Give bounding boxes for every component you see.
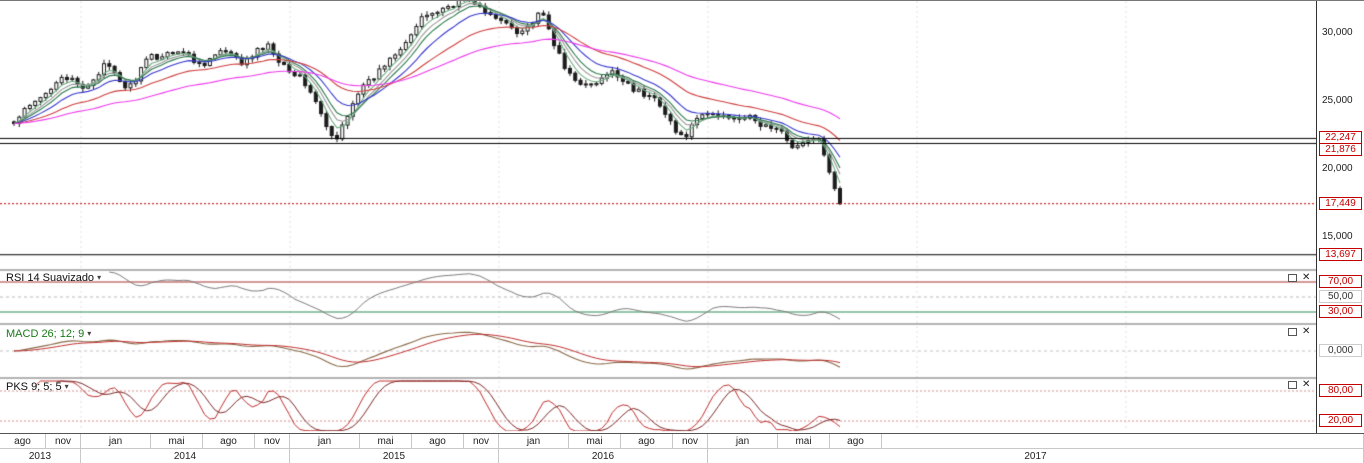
indicator-header-stoch-label: PKS 9; 5; 5 [6,381,62,393]
month-cell: ago [621,434,673,449]
price-line-label[interactable]: 17,449 [1319,196,1362,210]
month-cell: nov [46,434,81,449]
month-cell: jan [81,434,151,449]
close-panel-icon[interactable]: ✕ [1302,272,1311,283]
chart-canvas[interactable] [0,1,1316,433]
indicator-level-label[interactable]: 70,00 [1319,275,1362,288]
month-cell: ago [0,434,46,449]
price-axis[interactable]: 30,000 25,000 20,000 15,000 22,247 21,876 17,4… [1316,1,1364,433]
month-cell: nov [673,434,708,449]
dropdown-arrow-icon: ▾ [64,382,69,391]
month-cell: mai [569,434,621,449]
restore-panel-icon[interactable] [1288,327,1297,336]
panel-controls-stoch: ✕ [1288,379,1311,390]
year-row: 2013 2014 2015 2016 2017 [0,449,1364,463]
price-axis-label: 30,000 [1322,27,1353,38]
indicator-header-stoch[interactable]: PKS 9; 5; 5 ▾ [6,381,69,393]
month-cell: mai [151,434,203,449]
month-cell: ago [412,434,464,449]
price-axis-label: 15,000 [1322,231,1353,242]
year-cell: 2014 [81,449,290,463]
close-panel-icon[interactable]: ✕ [1302,379,1311,390]
indicator-level-label[interactable]: 30,00 [1319,305,1362,318]
indicator-header-rsi-label: RSI 14 Suavizado [6,272,95,284]
year-cell: 2013 [0,449,81,463]
month-cell: jan [290,434,360,449]
dropdown-arrow-icon: ▾ [87,329,92,338]
month-cell: mai [778,434,830,449]
price-line-label[interactable]: 13,697 [1319,247,1362,261]
restore-panel-icon[interactable] [1288,380,1297,389]
dropdown-arrow-icon: ▾ [97,273,102,282]
price-axis-label: 25,000 [1322,95,1353,106]
month-cell: ago [830,434,882,449]
month-cell: jan [499,434,569,449]
indicator-header-rsi[interactable]: RSI 14 Suavizado ▾ [6,272,101,284]
indicator-level-label: 50,00 [1319,290,1362,303]
month-cell: nov [255,434,290,449]
price-line-label[interactable]: 22,247 [1319,131,1362,145]
time-axis[interactable]: ago nov jan mai ago nov jan mai ago nov jan mai ago n… [0,433,1364,463]
restore-panel-icon[interactable] [1288,273,1297,282]
indicator-header-macd-label: MACD 26; 12; 9 [6,328,85,340]
month-cell: nov [464,434,499,449]
price-axis-label: 20,000 [1322,163,1353,174]
close-panel-icon[interactable]: ✕ [1302,326,1311,337]
month-cell: jan [708,434,778,449]
indicator-level-label[interactable]: 20,00 [1319,414,1362,427]
indicator-level-label: 0,000 [1319,344,1362,357]
year-cell: 2016 [499,449,708,463]
panel-controls-macd: ✕ [1288,326,1311,337]
month-cell: mai [360,434,412,449]
year-cell: 2015 [290,449,499,463]
chart-plot-area[interactable]: RSI 14 Suavizado ▾ MACD 26; 12; 9 ▾ PKS … [0,1,1316,433]
year-cell: 2017 [708,449,1364,463]
month-cell [882,434,1364,449]
indicator-level-label[interactable]: 80,00 [1319,384,1362,397]
month-row: ago nov jan mai ago nov jan mai ago nov jan mai ago n… [0,434,1364,449]
month-cell: ago [203,434,255,449]
panel-controls-rsi: ✕ [1288,272,1311,283]
indicator-header-macd[interactable]: MACD 26; 12; 9 ▾ [6,328,91,340]
price-line-label[interactable]: 21,876 [1319,143,1362,157]
